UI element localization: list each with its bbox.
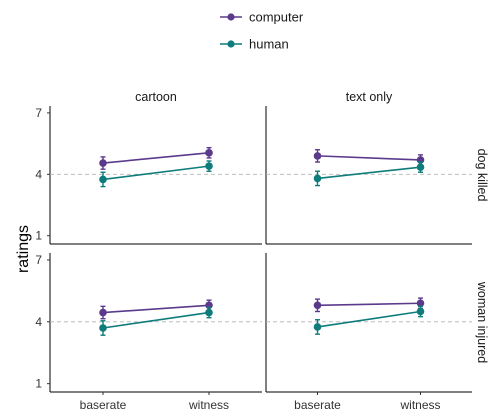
panel-2-line-computer	[317, 155, 421, 161]
panel-1-point-computer-baserate	[99, 159, 107, 167]
panel-4-point-human-witness	[416, 307, 425, 316]
panel-4-point-computer-witness	[416, 299, 425, 308]
panel-3-point-computer-baserate	[99, 308, 107, 317]
y-tick-label-row2-7: 7	[35, 253, 42, 267]
x-tick-label-col2-witness: witness	[399, 398, 440, 410]
strip-label-woman-injured: woman injured	[475, 281, 488, 363]
panel-2-point-human-baserate	[313, 174, 322, 183]
panel-2-line-human	[317, 166, 421, 180]
legend-key-point-computer	[227, 13, 235, 21]
legend-key-point-human	[227, 40, 235, 48]
y-axis-title: ratings	[15, 225, 32, 273]
y-tick-label-row1-7: 7	[35, 106, 42, 120]
y-tick-label-row1-1: 1	[35, 229, 42, 243]
x-tick-label-col1-baserate: baserate	[80, 398, 127, 410]
legend-label-human: human	[249, 37, 289, 52]
strip-label-cartoon: cartoon	[135, 90, 177, 104]
y-tick-label-row1-4: 4	[35, 167, 42, 181]
strip-label-dog-killed: dog killed	[475, 149, 488, 202]
panel-4-point-computer-baserate	[313, 301, 322, 310]
strip-label-text-only: text only	[346, 90, 393, 104]
panel-3-line-computer	[102, 304, 210, 314]
legend-label-computer: computer	[249, 10, 304, 25]
y-tick-label-row2-1: 1	[35, 377, 42, 391]
panel-3-line-human	[102, 311, 210, 329]
panel-3-point-human-baserate	[99, 324, 107, 332]
panel-4-line-computer	[317, 302, 421, 307]
panel-1-point-human-baserate	[99, 175, 107, 184]
panel-1-point-human-witness	[205, 162, 213, 170]
x-tick-label-col2-baserate: baserate	[294, 398, 341, 410]
panel-3-point-human-witness	[205, 308, 213, 317]
y-tick-label-row2-4: 4	[35, 315, 42, 329]
panel-1-point-computer-witness	[205, 149, 213, 157]
panel-2-point-computer-baserate	[313, 152, 322, 160]
panel-1-line-human	[102, 165, 210, 181]
panel-1-line-computer	[102, 152, 210, 164]
panel-2-point-human-witness	[416, 163, 425, 171]
x-tick-label-col1-witness: witness	[188, 398, 229, 410]
panel-4-line-human	[317, 310, 421, 328]
panel-4-point-human-baserate	[313, 323, 322, 331]
